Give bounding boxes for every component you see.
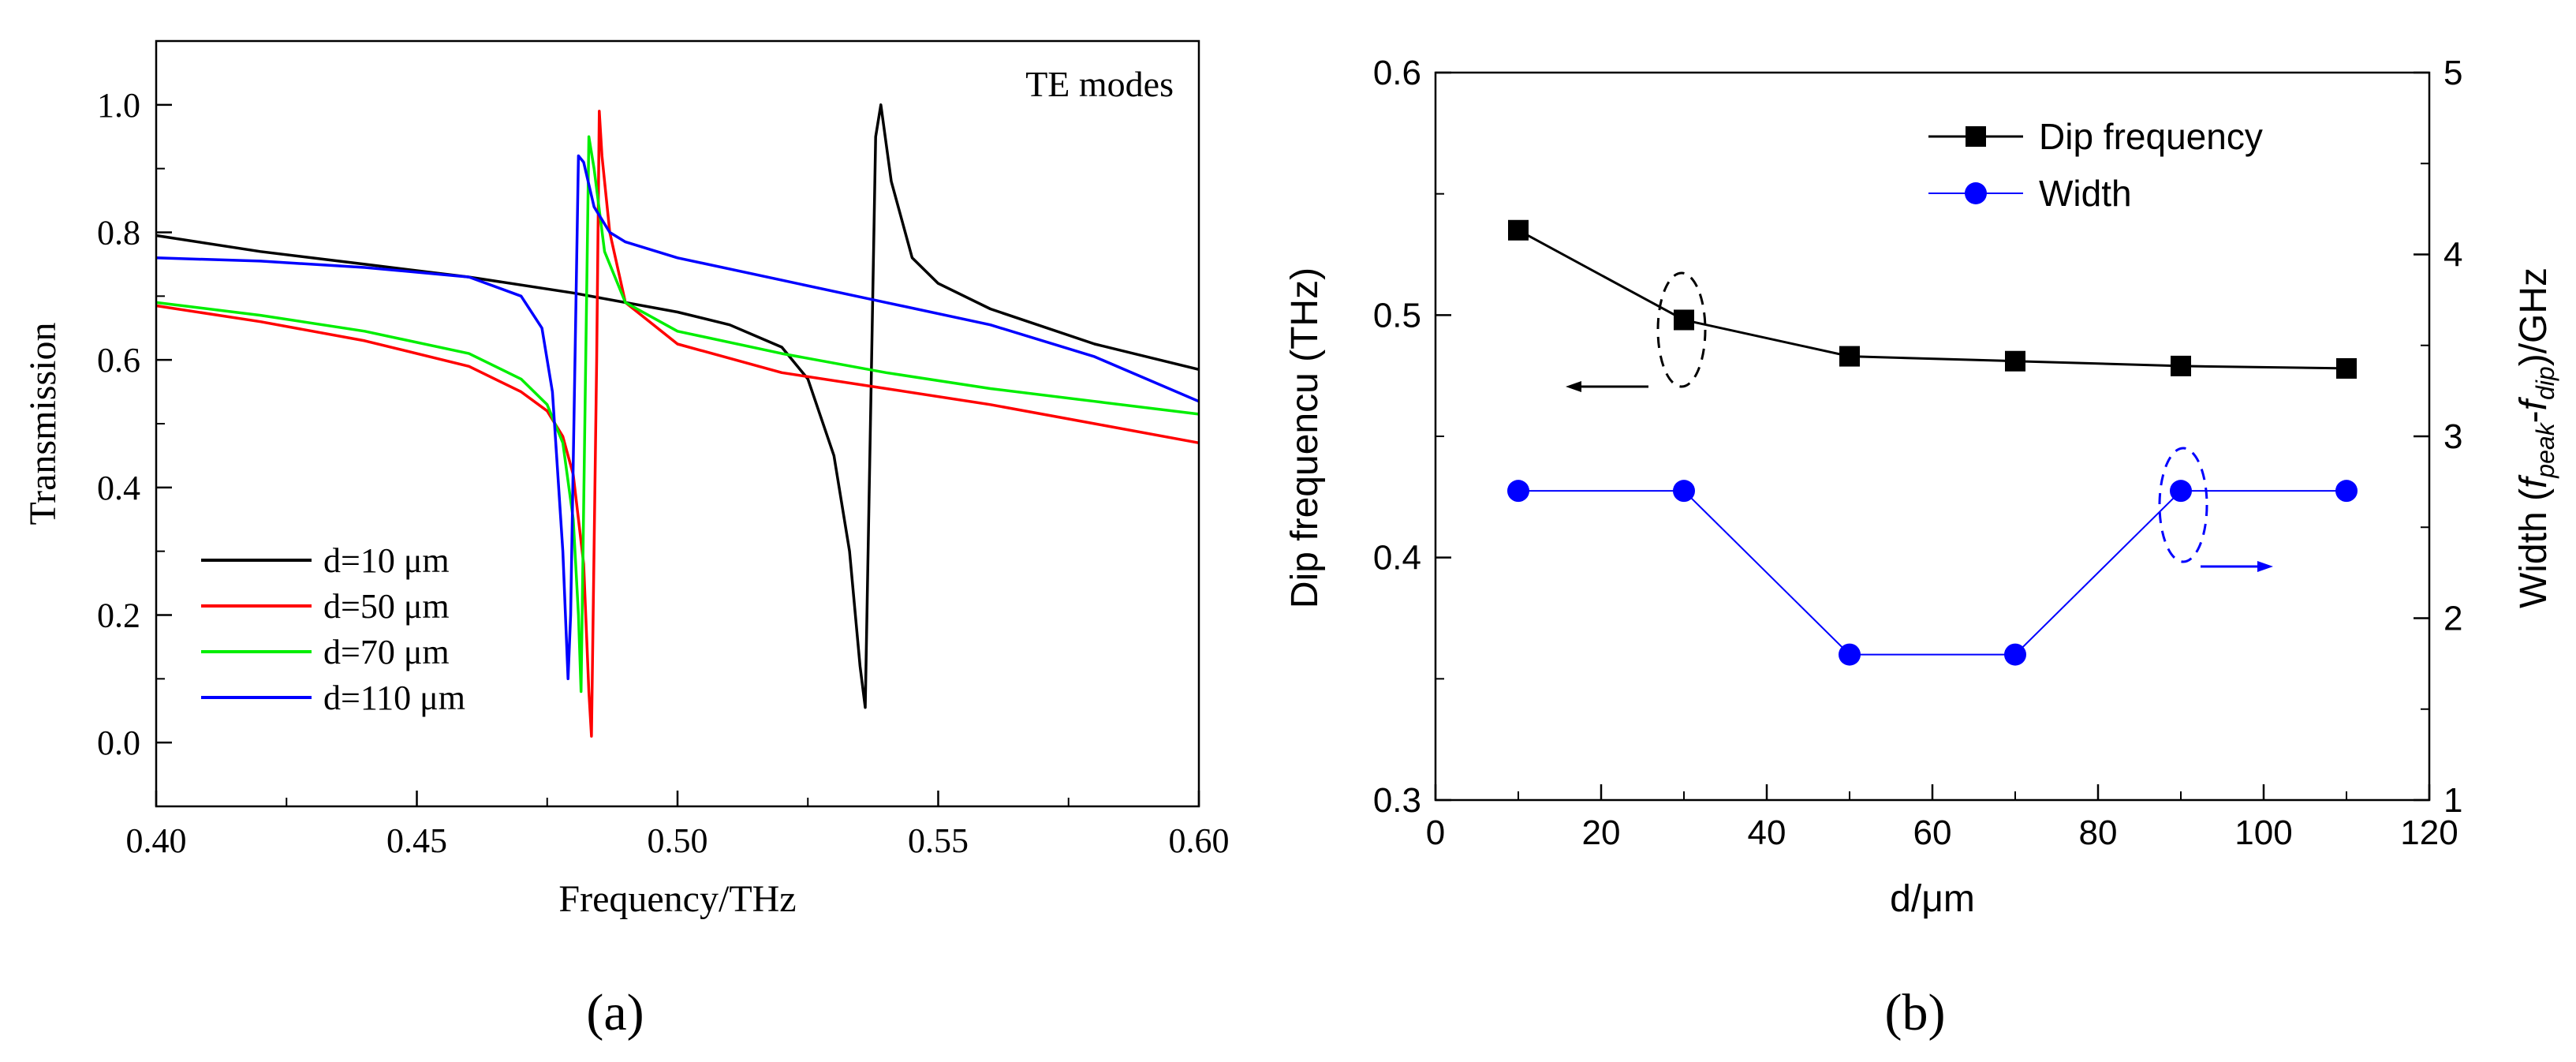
panel-a-x-tick-label: 0.55 bbox=[908, 821, 969, 860]
panel-b-left-tick-label: 0.4 bbox=[1373, 539, 1421, 578]
panel-a-x-tick-label: 0.60 bbox=[1169, 821, 1230, 860]
panel-a-x-tick-label: 0.50 bbox=[648, 821, 708, 860]
legend-label: d=50 μm bbox=[323, 587, 450, 626]
left-axis-arrow-head bbox=[1566, 381, 1581, 392]
dip-frequency-point bbox=[1839, 346, 1860, 367]
panel-b-right-tick-label: 4 bbox=[2443, 236, 2462, 275]
width-point bbox=[1507, 480, 1529, 503]
series-line-d-50-m bbox=[155, 110, 1200, 738]
legend-label: Width bbox=[2039, 173, 2132, 214]
panel-a-plot-frame bbox=[155, 39, 1200, 808]
right-label-suffix: )/GHz bbox=[2513, 267, 2555, 366]
dip-frequency-point bbox=[2336, 357, 2357, 379]
panel-b-x-tick-label: 40 bbox=[1748, 813, 1786, 852]
legend-label: d=70 μm bbox=[323, 633, 450, 671]
legend-square-marker bbox=[1966, 126, 1986, 147]
dip-axis-ellipse bbox=[1656, 271, 1707, 388]
width-point bbox=[2335, 480, 2358, 503]
panel-b-x-tick-label: 100 bbox=[2234, 813, 2292, 852]
panel-b-chart: 0 20 40 60 80 100 120 0.3 0.4 0.5 0.6 1 2 3 4 5 d/μm Di… bbox=[1284, 54, 2559, 1041]
panel-b-left-tick-label: 0.6 bbox=[1373, 54, 1421, 92]
panel-a-y-tick-label: 0.6 bbox=[97, 341, 140, 380]
panel-a-x-tick-label: 0.45 bbox=[386, 821, 447, 860]
width-point bbox=[2004, 643, 2026, 666]
right-label-sub2: dip bbox=[2531, 366, 2559, 400]
series-line-dip-frequency bbox=[1518, 229, 2347, 370]
panel-b-label: (b) bbox=[1885, 984, 1946, 1041]
panel-a-y-axis-label: Transmission bbox=[22, 323, 64, 525]
panel-a-y-tick-label: 1.0 bbox=[97, 86, 140, 125]
panel-b-x-tick-label: 20 bbox=[1582, 813, 1621, 852]
panel-b-right-tick-label: 5 bbox=[2443, 54, 2462, 92]
panel-b-right-tick-label: 3 bbox=[2443, 417, 2462, 456]
dip-frequency-point bbox=[2005, 350, 2025, 372]
panel-b-x-tick-label: 0 bbox=[1426, 813, 1445, 852]
panel-a-x-tick-label: 0.40 bbox=[126, 821, 187, 860]
panel-b-right-tick-label: 2 bbox=[2443, 600, 2462, 638]
panel-b-x-tick-label: 120 bbox=[2400, 813, 2458, 852]
panel-a-y-tick-label: 0.0 bbox=[97, 724, 140, 762]
panel-b-plot-frame bbox=[1434, 71, 2431, 802]
panel-b-series-lines bbox=[1507, 219, 2358, 666]
panel-a-y-tick-label: 0.8 bbox=[97, 214, 140, 252]
panel-b-x-tick-label: 80 bbox=[2079, 813, 2118, 852]
panel-a-label: (a) bbox=[586, 984, 644, 1041]
panel-a-legend: d=10 μm d=50 μm d=70 μm d=110 μm bbox=[201, 541, 465, 717]
width-point bbox=[1839, 643, 1861, 666]
dip-frequency-point bbox=[2171, 355, 2191, 376]
series-line-width bbox=[1518, 490, 2346, 656]
series-line-d-110-m bbox=[155, 154, 1200, 681]
panel-b-x-axis-label: d/μm bbox=[1890, 878, 1975, 920]
series-line-d-10-m bbox=[155, 103, 1200, 709]
right-axis-arrow-head bbox=[2257, 561, 2273, 572]
legend-label: Dip frequency bbox=[2039, 116, 2263, 157]
dip-frequency-point bbox=[1674, 309, 1694, 331]
panel-b-axis-indicators bbox=[1566, 271, 2273, 572]
panel-b-right-tick-label: 1 bbox=[2443, 781, 2462, 820]
series-line-d-70-m bbox=[155, 135, 1200, 694]
panel-b-left-tick-label: 0.5 bbox=[1373, 296, 1421, 335]
panel-b-x-tick-label: 60 bbox=[1913, 813, 1952, 852]
panel-a-chart: 0.40 0.45 0.50 0.55 0.60 0.0 0.2 0.4 0.6 0.8 1.0 T… bbox=[22, 39, 1230, 1041]
panel-b-legend: Dip frequency Width bbox=[1928, 116, 2263, 214]
panel-b-left-y-axis-label: Dip frequencu (THz) bbox=[1284, 267, 1326, 608]
panel-a-series-lines bbox=[155, 103, 1200, 738]
width-point bbox=[1673, 480, 1695, 503]
panel-a-tick-labels: 0.40 0.45 0.50 0.55 0.60 0.0 0.2 0.4 0.6 0.8 1.0 bbox=[97, 86, 1230, 860]
panel-a-x-axis-label: Frequency/THz bbox=[558, 878, 796, 920]
legend-label: d=10 μm bbox=[323, 541, 450, 580]
panel-a-y-tick-label: 0.4 bbox=[97, 469, 140, 507]
dip-frequency-point bbox=[1508, 219, 1529, 241]
width-axis-ellipse bbox=[2158, 447, 2208, 563]
width-point bbox=[2170, 480, 2192, 503]
right-label-sub1: peak bbox=[2531, 421, 2559, 478]
panel-b-tick-labels: 0 20 40 60 80 100 120 0.3 0.4 0.5 0.6 1 2 3 4 5 bbox=[1373, 54, 2463, 852]
panel-a-y-tick-label: 0.2 bbox=[97, 596, 140, 635]
panel-b-left-tick-label: 0.3 bbox=[1373, 781, 1421, 820]
panel-a-annotation: TE modes bbox=[1025, 64, 1174, 104]
legend-label: d=110 μm bbox=[323, 679, 465, 717]
legend-circle-marker bbox=[1965, 182, 1987, 204]
right-label-prefix: Width ( bbox=[2513, 488, 2555, 608]
right-label-dash: - bbox=[2513, 410, 2555, 423]
